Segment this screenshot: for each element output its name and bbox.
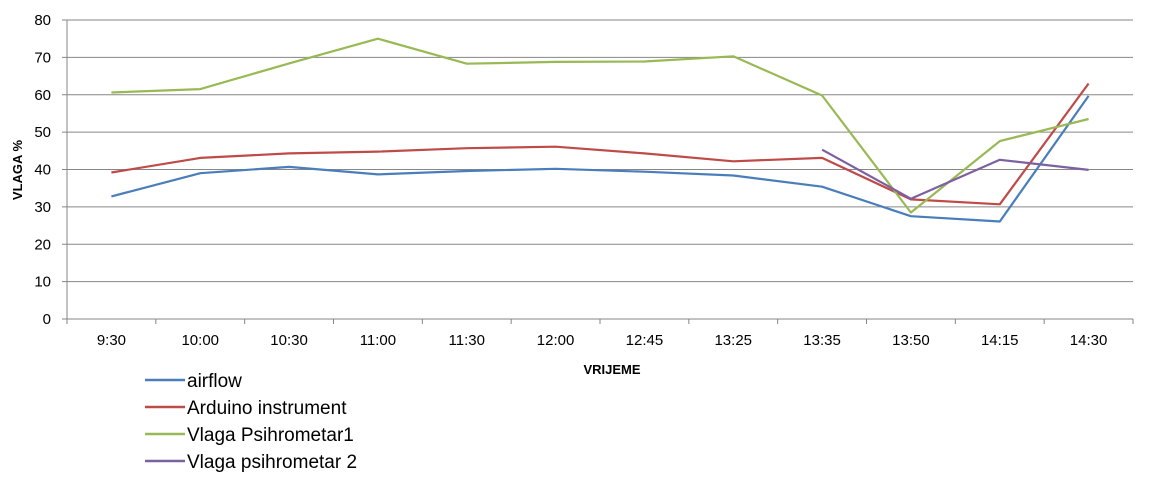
- legend-label: Vlaga Psihrometar1: [187, 425, 354, 446]
- y-tick-label: 50: [34, 124, 51, 141]
- y-tick-label: 80: [34, 12, 51, 29]
- series-lines: [111, 37, 1090, 223]
- y-tick-label: 30: [34, 199, 51, 216]
- y-tick-label: 60: [34, 87, 51, 104]
- x-tick-label: 13:25: [714, 332, 752, 349]
- y-tick-label: 40: [34, 162, 51, 179]
- legend-label: Arduino instrument: [187, 398, 347, 419]
- x-tick-label: 11:00: [360, 332, 396, 349]
- legend-label: airflow: [187, 371, 242, 392]
- x-tick-label: 10:00: [181, 332, 219, 349]
- x-tick-label: 14:15: [981, 332, 1019, 349]
- x-tick-label: 12:00: [537, 332, 575, 349]
- x-axis-title: VRIJEME: [583, 362, 640, 377]
- x-tick-label: 11:30: [449, 332, 485, 349]
- series-line-vlaga-psihrometar-2: [821, 148, 1089, 200]
- x-tick-label: 13:50: [892, 332, 930, 349]
- tick-labels: 0 10 20 30 40 50 60 70 80 9:30 10:00 10:30 11:00 11:3…: [34, 12, 1107, 349]
- legend-label: Vlaga psihrometar 2: [187, 452, 357, 473]
- x-tick-label: 12:45: [626, 332, 664, 349]
- y-tick-label: 20: [34, 236, 51, 253]
- x-tick-label: 13:35: [803, 332, 841, 349]
- series-line-vlaga-psihrometar1: [111, 37, 1089, 214]
- y-axis-title: VLAGA %: [10, 139, 25, 200]
- x-tick-label: 14:30: [1070, 332, 1108, 349]
- x-tick-label: 10:30: [270, 332, 308, 349]
- y-tick-label: 70: [34, 49, 51, 66]
- series-line-airflow: [111, 95, 1090, 223]
- y-tick-label: 10: [34, 274, 51, 291]
- y-tick-label: 0: [43, 311, 51, 328]
- axes: [62, 19, 1134, 324]
- legend: airflow Arduino instrument Vlaga Psihromet…: [145, 371, 357, 473]
- x-tick-label: 9:30: [97, 332, 126, 349]
